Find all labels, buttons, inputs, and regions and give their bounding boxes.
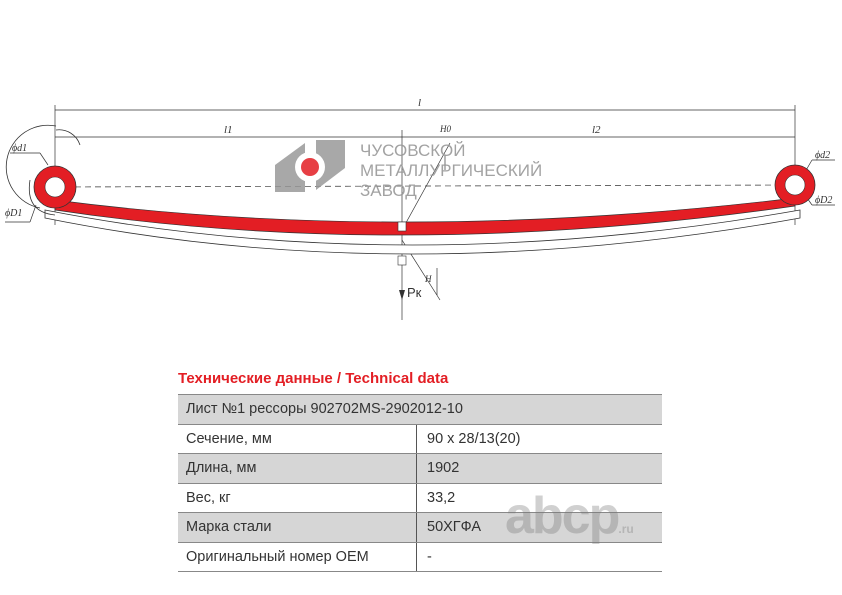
- table-title: Технические данные / Technical data: [178, 370, 449, 387]
- second-leaf: [44, 209, 801, 255]
- row-value: 90 x 28/13(20): [416, 424, 662, 454]
- row-label: Вес, кг: [178, 483, 417, 513]
- row-label: Марка стали: [178, 512, 417, 543]
- eye-axis-line: [54, 184, 796, 188]
- label-h0: H0: [439, 124, 451, 134]
- watermark: abcp.ru: [505, 488, 634, 557]
- watermark-suffix: .ru: [618, 522, 634, 536]
- spec-table: Лист №1 рессоры 902702MS-2902012-10 Сече…: [178, 394, 662, 572]
- dim-label-l: l: [418, 97, 421, 109]
- logo-line2: МЕТАЛЛУРГИЧЕСКИЙ: [360, 161, 542, 180]
- load-arrow-icon: [399, 290, 405, 300]
- table-row: Оригинальный номер OEM -: [178, 542, 662, 572]
- table-row: Вес, кг 33,2: [178, 483, 662, 513]
- dim-label-l1: l1: [224, 124, 233, 136]
- row-value: 1902: [416, 453, 662, 484]
- logo-line3: ЗАВОД: [360, 181, 417, 200]
- row-label: Оригинальный номер OEM: [178, 542, 417, 572]
- label-h: H: [424, 274, 432, 284]
- label-D2: ϕD2: [815, 195, 832, 206]
- dim-label-l2: l2: [592, 124, 601, 136]
- eye-wrapper: [5, 124, 57, 209]
- table-header: Лист №1 рессоры 902702MS-2902012-10: [178, 394, 662, 425]
- table-row: Сечение, мм 90 x 28/13(20): [178, 424, 662, 454]
- logo-mark: [275, 140, 345, 192]
- label-pk: Pк: [407, 285, 422, 300]
- row-value: 50ХГФА: [416, 512, 662, 543]
- row-value: 33,2: [416, 483, 662, 513]
- row-value: -: [416, 542, 662, 572]
- table-row: Марка стали 50ХГФА: [178, 512, 662, 543]
- main-leaf: [54, 197, 796, 236]
- row-label: Сечение, мм: [178, 424, 417, 454]
- table-header-row: Лист №1 рессоры 902702MS-2902012-10: [178, 394, 662, 425]
- leaf-spring-drawing: l l1 l2 ϕd1 ϕD1 ϕd2 ϕD2 H H0 Pк ЧУСОВСКО…: [5, 97, 835, 320]
- label-d2: ϕd2: [815, 150, 830, 161]
- label-d1: ϕd1: [12, 143, 27, 154]
- row-label: Длина, мм: [178, 453, 417, 484]
- table-row: Длина, мм 1902: [178, 453, 662, 484]
- center-bolt: [397, 221, 407, 232]
- watermark-text: abcp: [505, 487, 620, 545]
- label-D1: ϕD1: [5, 208, 22, 219]
- logo-line1: ЧУСОВСКОЙ: [360, 141, 465, 160]
